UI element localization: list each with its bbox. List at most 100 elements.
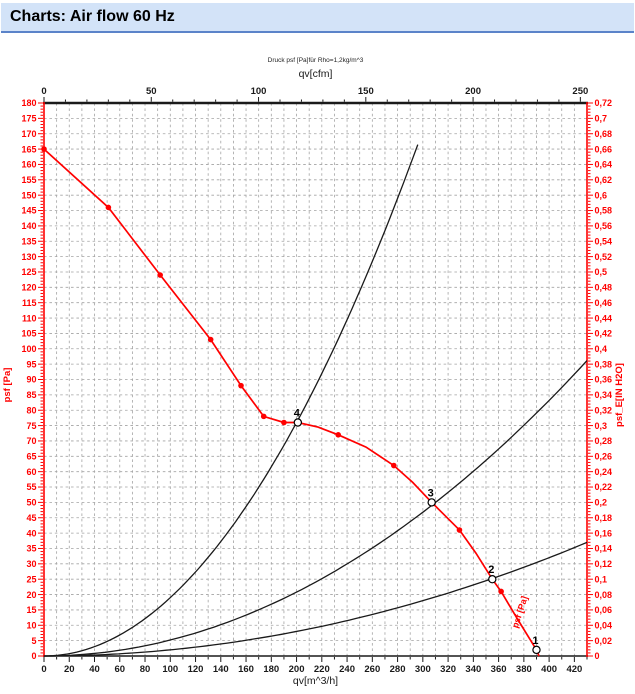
tick-label: 15 [26, 605, 36, 615]
data-point-marker [260, 413, 267, 420]
operating-points: 4 3 2 1 [293, 408, 541, 655]
tick-label: 50 [146, 86, 157, 97]
tick-label: 0,58 [595, 206, 613, 216]
tick-label: 0,34 [595, 390, 613, 400]
tick-label: 0,52 [595, 252, 613, 262]
tick-label: 0,02 [595, 636, 613, 646]
page-title: Charts: Air flow 60 Hz [10, 8, 175, 25]
data-point-marker [281, 419, 287, 426]
tick-label: 180 [21, 98, 36, 108]
tick-label: 0 [41, 664, 46, 675]
bottom-axis-title: qv[m^3/h] [293, 675, 338, 687]
data-point-marker [335, 432, 342, 438]
header-band: Charts: Air flow 60 Hz [1, 3, 634, 33]
grid [44, 103, 587, 656]
tick-label: 55 [26, 482, 36, 492]
tick-label: 35 [26, 544, 36, 554]
tick-label: 165 [21, 144, 36, 154]
tick-label: 0,62 [595, 175, 613, 185]
tick-label: 60 [114, 664, 125, 675]
tick-label: 0,66 [595, 144, 613, 154]
tick-label: 85 [26, 390, 36, 400]
tick-label: 0,26 [595, 452, 613, 462]
tick-label: 0,08 [595, 590, 613, 600]
tick-label: 60 [26, 467, 36, 477]
tick-label: 0,32 [595, 405, 613, 415]
tick-label: 120 [21, 283, 36, 293]
tick-label: 0 [41, 86, 46, 97]
tick-label: 80 [26, 405, 36, 415]
tick-label: 260 [364, 664, 380, 675]
tick-label: 90 [26, 375, 36, 385]
tick-label: 0,36 [595, 375, 613, 385]
tick-label: 0,04 [595, 620, 613, 630]
tick-label: 75 [26, 421, 36, 431]
tick-label: 135 [21, 236, 36, 246]
operating-point-label: 1 [532, 635, 538, 647]
data-point-marker [498, 588, 504, 595]
operating-point-circle [293, 418, 303, 427]
tick-label: 100 [162, 664, 178, 675]
tick-label: 0,28 [595, 436, 613, 446]
tick-label: 65 [26, 452, 36, 462]
tick-label: 0 [595, 651, 600, 661]
tick-label: 50 [26, 498, 36, 508]
tick-label: 0,46 [595, 298, 613, 308]
tick-label: 120 [188, 664, 204, 675]
tick-label: 320 [440, 664, 456, 675]
tick-label: 0,56 [595, 221, 613, 231]
tick-label: 140 [21, 221, 36, 231]
tick-label: 40 [26, 528, 36, 538]
tick-label: 20 [64, 664, 75, 675]
system-curve-3 [44, 360, 588, 657]
tick-label: 0,14 [595, 544, 613, 554]
top-axis-title: qv[cfm] [299, 68, 333, 80]
tick-label: 0,24 [595, 467, 613, 477]
tick-label: 0,64 [595, 160, 613, 170]
data-point-marker [456, 527, 463, 533]
tick-label: 340 [465, 664, 481, 675]
tick-label: 0,42 [595, 329, 613, 339]
tick-label: 0,7 [595, 114, 608, 124]
left-axis-title: psf [Pa] [2, 368, 13, 403]
page-header: Charts: Air flow 60 Hz [0, 0, 635, 33]
tick-label: 0,1 [595, 574, 608, 584]
tick-label: 130 [21, 252, 36, 262]
tick-label: 155 [21, 175, 36, 185]
operating-point-circle [488, 574, 497, 584]
tick-label: 0,3 [595, 421, 608, 431]
tick-label: 0 [31, 651, 36, 661]
top-axis: 0 50 100 150 200 250 qv[cfm] Druck psf [Pa]für … [41, 57, 588, 105]
tick-label: 100 [21, 344, 36, 354]
operating-point-circle [427, 498, 436, 507]
tick-label: 20 [26, 590, 36, 600]
data-point-marker [238, 382, 244, 389]
tick-label: 0,22 [595, 482, 613, 492]
tick-label: 300 [415, 664, 431, 675]
tick-label: 0,38 [595, 359, 613, 369]
tick-label: 400 [541, 664, 557, 675]
fan-curve [43, 148, 540, 657]
tick-label: 30 [26, 559, 36, 569]
tick-label: 170 [21, 129, 36, 139]
tick-label: 95 [26, 359, 36, 369]
tick-label: 105 [21, 329, 36, 339]
tick-label: 0,54 [595, 236, 613, 246]
tick-label: 80 [140, 664, 151, 675]
bottom-axis: 0 20 40 60 80 100 120 140 160 180 200 220 240 260 280 3… [41, 655, 588, 687]
system-curve-4 [43, 144, 419, 657]
tick-label: 280 [390, 664, 406, 675]
system-curve-2 [44, 541, 588, 657]
tick-label: 160 [21, 160, 36, 170]
tick-label: 150 [21, 190, 36, 200]
tick-label: 200 [465, 86, 481, 97]
tick-label: 420 [566, 664, 582, 675]
chart-note: Druck psf [Pa]für Rho=1,2kg/m^3 [268, 57, 364, 64]
tick-label: 115 [22, 298, 37, 308]
tick-label: 200 [289, 664, 305, 675]
right-axis-title: psf_E[IN H2O] [614, 363, 625, 427]
tick-label: 0,44 [595, 313, 613, 323]
tick-label: 70 [26, 436, 36, 446]
tick-label: 180 [263, 664, 279, 675]
